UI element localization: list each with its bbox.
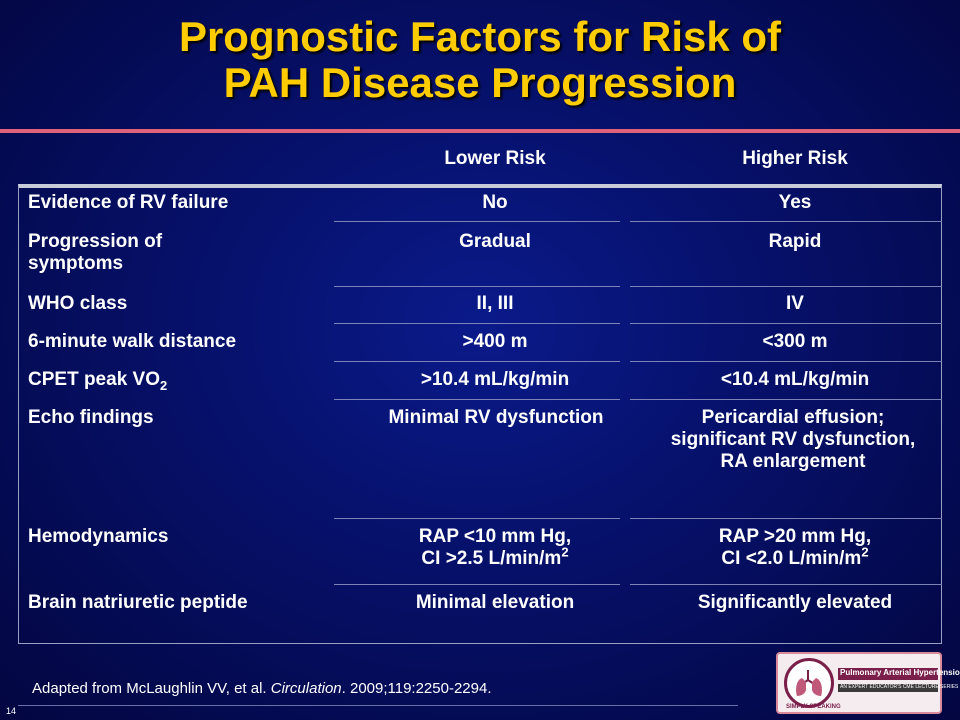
citation-suffix: . 2009;119:2250-2294. bbox=[341, 680, 492, 697]
row-divider bbox=[334, 399, 620, 400]
row-divider bbox=[334, 518, 620, 519]
row-divider bbox=[334, 361, 620, 362]
row-label: Hemodynamics bbox=[28, 526, 169, 547]
higher-risk-cell: RAP >20 mm Hg, CI <2.0 L/min/m2 bbox=[648, 526, 942, 570]
lungs-icon bbox=[796, 670, 822, 696]
higher-risk-cell: Rapid bbox=[768, 231, 822, 252]
higher-risk-cell: Pericardial effusion; significant RV dys… bbox=[670, 407, 916, 472]
title-line-2: PAH Disease Progression bbox=[223, 59, 737, 106]
title-divider bbox=[0, 129, 960, 133]
row-label: Echo findings bbox=[28, 407, 154, 428]
logo-tagline-bar bbox=[838, 684, 938, 692]
logo-brand: SIMPLY SPEAKING bbox=[786, 704, 841, 710]
logo-emblem bbox=[784, 658, 834, 708]
lower-risk-superscript: 2 bbox=[561, 544, 569, 560]
simply-speaking-logo: Pulmonary Arterial Hypertension AN EXPER… bbox=[776, 652, 960, 714]
lower-risk-cell: Minimal elevation bbox=[415, 592, 575, 613]
row-divider bbox=[630, 399, 942, 400]
logo-program: Pulmonary Arterial Hypertension bbox=[840, 668, 960, 677]
page-number: 14 bbox=[6, 706, 17, 716]
row-divider bbox=[334, 286, 620, 287]
title-line-1: Prognostic Factors for Risk of bbox=[178, 13, 782, 60]
row-label: 6-minute walk distance bbox=[28, 331, 237, 352]
row-divider bbox=[630, 323, 942, 324]
row-label: Progression of symptoms bbox=[28, 231, 163, 274]
higher-risk-cell: Significantly elevated bbox=[697, 592, 893, 613]
column-header-higher-risk: Higher Risk bbox=[742, 148, 848, 169]
row-label-subscript: 2 bbox=[160, 377, 168, 393]
row-label: Evidence of RV failure bbox=[28, 192, 229, 213]
higher-risk-cell: Yes bbox=[778, 192, 812, 213]
citation-journal: Circulation bbox=[270, 680, 342, 697]
row-label: CPET peak VO2 bbox=[28, 369, 348, 393]
higher-risk-cell: <300 m bbox=[762, 331, 828, 352]
lower-risk-cell: No bbox=[482, 192, 508, 213]
row-divider bbox=[630, 361, 942, 362]
higher-risk-cell: IV bbox=[786, 293, 804, 314]
higher-risk-line-2: CI <2.0 L/min/m2 bbox=[648, 544, 942, 570]
row-divider bbox=[630, 221, 942, 222]
citation-prefix: Adapted from McLaughlin VV, et al. bbox=[32, 680, 271, 697]
logo-program-bar bbox=[838, 668, 938, 680]
lower-risk-line-2-text: CI >2.5 L/min/m bbox=[421, 548, 562, 569]
lower-risk-cell: >400 m bbox=[462, 331, 528, 352]
row-label: WHO class bbox=[28, 293, 128, 314]
slide-title: Prognostic Factors for Risk of PAH Disea… bbox=[0, 14, 960, 106]
row-divider bbox=[334, 323, 620, 324]
risk-table bbox=[18, 184, 942, 644]
row-divider bbox=[630, 286, 942, 287]
higher-risk-cell: <10.4 mL/kg/min bbox=[720, 369, 870, 390]
lower-risk-line-2: CI >2.5 L/min/m2 bbox=[352, 544, 638, 570]
higher-risk-line-2-text: CI <2.0 L/min/m bbox=[721, 548, 862, 569]
higher-risk-superscript: 2 bbox=[861, 544, 869, 560]
logo-tagline: AN EXPERT EDUCATOR'S CME LECTURE SERIES bbox=[840, 684, 959, 690]
lower-risk-line-1: RAP <10 mm Hg, bbox=[418, 526, 572, 547]
higher-risk-line-1: RAP >20 mm Hg, bbox=[718, 526, 872, 547]
lower-risk-cell: RAP <10 mm Hg, CI >2.5 L/min/m2 bbox=[352, 526, 638, 570]
row-divider bbox=[630, 584, 942, 585]
lower-risk-cell: >10.4 mL/kg/min bbox=[420, 369, 570, 390]
row-divider bbox=[334, 221, 620, 222]
lower-risk-cell: II, III bbox=[476, 293, 514, 314]
row-label: Brain natriuretic peptide bbox=[28, 592, 248, 613]
column-header-lower-risk: Lower Risk bbox=[444, 148, 546, 169]
citation-footnote: Adapted from McLaughlin VV, et al. Circu… bbox=[32, 680, 492, 697]
row-divider bbox=[334, 584, 620, 585]
lower-risk-cell: Minimal RV dysfunction bbox=[388, 407, 604, 428]
footer-divider bbox=[18, 705, 738, 706]
row-label-text: CPET peak VO bbox=[28, 369, 160, 390]
row-divider bbox=[630, 518, 942, 519]
lower-risk-cell: Gradual bbox=[459, 231, 531, 252]
